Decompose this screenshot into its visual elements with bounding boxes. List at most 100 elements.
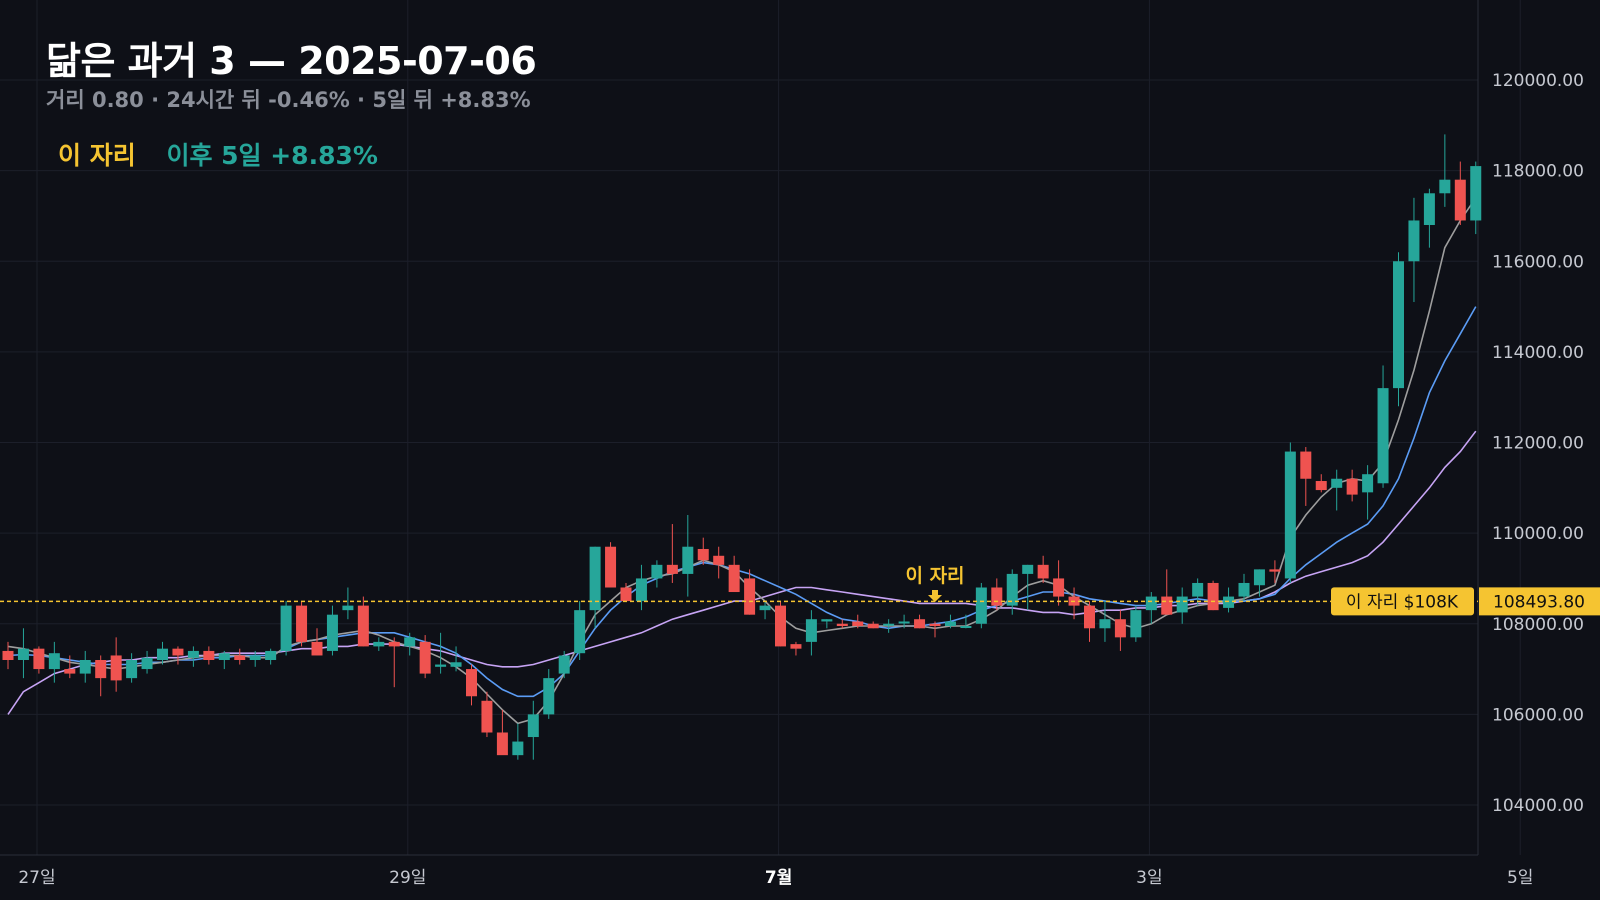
candle-body [373,641,385,647]
candle-body [605,546,617,588]
candle-body [203,650,215,660]
candle-body [1114,619,1126,638]
chart-title: 닮은 과거 3 — 2025-07-06 [46,39,537,83]
candle-body [481,700,493,733]
candle-body [589,546,601,611]
candle-body [172,648,184,656]
candle-body [1346,478,1358,495]
candle [991,578,1003,611]
x-tick-label: 7월 [765,868,792,888]
candle-body [543,678,555,715]
candle [157,641,168,665]
candle [1408,197,1420,303]
candle [33,646,45,674]
candle-body [960,626,972,629]
candle-body [512,741,524,756]
candle-body [1315,481,1327,491]
candle [110,637,122,692]
candle-body [635,578,647,602]
x-tick-label: 5일 [1507,868,1533,888]
candle [697,537,709,565]
candle-body [419,641,431,674]
price-tag-label: 이 자리 $108K [1346,592,1459,612]
y-tick-label: 114000.00 [1492,343,1584,363]
y-tick-label: 106000.00 [1492,705,1584,725]
candle-body [141,657,153,670]
candle [620,582,632,602]
candle-body [450,662,462,667]
candle [867,621,879,629]
candle-body [435,664,447,667]
candle [1423,188,1435,248]
candle [1331,469,1343,511]
candle-body [1253,569,1265,586]
candle-body [404,637,416,647]
candle [775,601,786,647]
candle [883,619,895,633]
candle-body [759,605,771,611]
candle [728,555,740,593]
candle-body [95,660,107,679]
candle [713,546,725,579]
candle-body [496,732,508,756]
price-tag-label-bg [1331,587,1474,616]
candle [558,650,570,679]
candle [682,515,694,597]
marker-label: 이 자리 [905,565,964,587]
candle-body [1331,478,1343,488]
candle-body [1300,451,1312,479]
candle [419,635,431,679]
candle [1470,161,1482,235]
candle-body [713,555,725,565]
candle-body [326,614,338,651]
candle-body [1053,578,1065,597]
candle-body [991,587,1003,606]
candle [466,664,477,706]
candle [296,601,308,647]
candle [249,650,261,667]
candlesticks [2,134,1482,760]
candle-body [867,623,879,629]
candle [450,646,462,672]
candle-body [1223,596,1235,608]
candle-body [805,619,817,642]
candle [1006,569,1018,615]
candle-body [265,650,277,660]
candle [929,621,941,638]
price-tag-value: 108493.80 [1493,592,1585,612]
candle [17,628,29,679]
x-tick-label: 3일 [1136,868,1162,888]
candle [265,648,277,665]
candle [342,587,354,620]
candle [1238,573,1250,602]
candle-body [558,655,570,674]
arrow-down-icon [928,590,942,602]
candle-body [1284,451,1296,579]
y-tick-label: 108000.00 [1492,615,1584,635]
candle [373,637,385,651]
x-tick-label: 27일 [18,868,55,888]
candle-body [126,660,138,679]
candle [1037,555,1049,583]
candle [543,669,555,719]
candle-body [1393,261,1404,389]
candle-body [1161,596,1173,615]
candle-body [311,641,323,656]
candle-body [234,655,246,660]
candle [1130,605,1142,642]
candle-body [388,641,400,647]
candle [852,614,864,629]
candle [1053,560,1065,606]
candle [218,650,230,670]
candle-body [929,623,941,627]
candle [357,596,369,647]
candle-body [744,578,756,615]
candle [326,605,338,656]
candle [1315,474,1327,493]
candle [1022,564,1034,611]
candle [1362,465,1374,520]
candle [1269,560,1281,583]
candle-body [1238,582,1250,597]
candle-body [2,650,14,660]
